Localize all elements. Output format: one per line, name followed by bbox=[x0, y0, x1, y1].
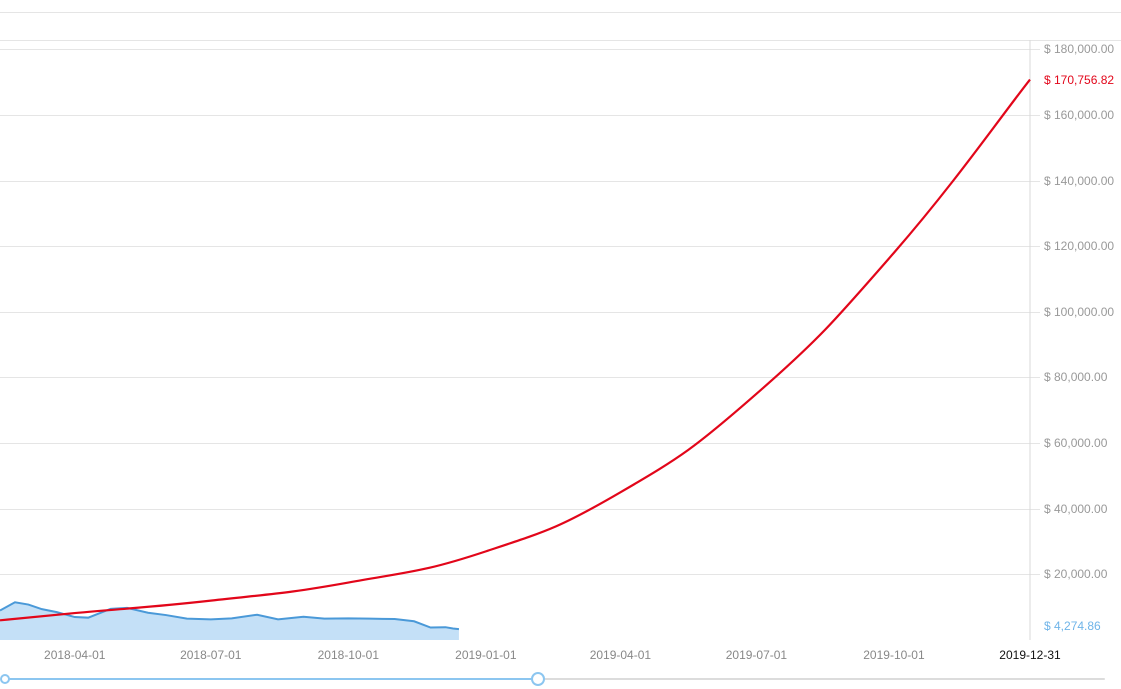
x-tick-label: 2019-04-01 bbox=[590, 648, 651, 662]
projection-end-value: $ 170,756.82 bbox=[1044, 73, 1114, 87]
actual-end-value: $ 4,274.86 bbox=[1044, 619, 1101, 633]
date-range-slider[interactable] bbox=[5, 670, 1105, 688]
x-tick-label: 2018-07-01 bbox=[180, 648, 241, 662]
plot-area bbox=[0, 0, 1121, 689]
slider-selected-range bbox=[5, 678, 538, 680]
x-tick-label: 2019-10-01 bbox=[863, 648, 924, 662]
slider-handle-start[interactable] bbox=[0, 674, 10, 684]
x-tick-label: 2019-01-01 bbox=[455, 648, 516, 662]
price-chart: $ 180,000.00$ 160,000.00$ 140,000.00$ 12… bbox=[0, 0, 1121, 689]
slider-handle-end[interactable] bbox=[531, 672, 545, 686]
actual-series-area bbox=[0, 602, 459, 640]
projection-series-line bbox=[0, 80, 1030, 621]
x-tick-label: 2019-07-01 bbox=[726, 648, 787, 662]
x-tick-label: 2019-12-31 bbox=[999, 648, 1060, 662]
x-tick-label: 2018-04-01 bbox=[44, 648, 105, 662]
x-tick-label: 2018-10-01 bbox=[318, 648, 379, 662]
